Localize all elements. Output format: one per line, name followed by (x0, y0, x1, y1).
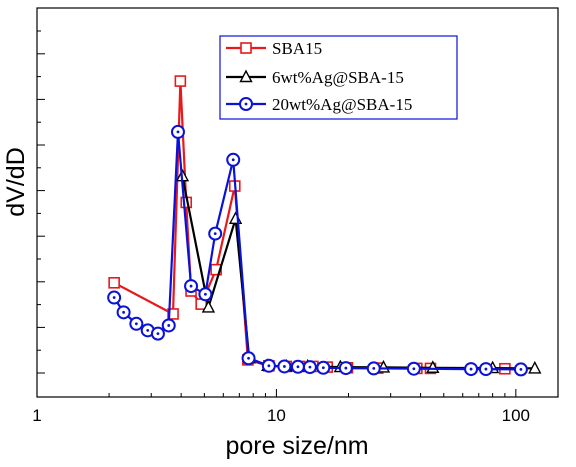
legend-marker-sba15 (240, 42, 252, 54)
y-ticks (37, 30, 45, 374)
legend: SBA15 6wt%Ag@SBA-15 20wt%Ag@SBA-15 (219, 35, 458, 120)
point-20wt-ag-sba15 (513, 362, 528, 377)
point-20wt-ag-sba15 (338, 361, 353, 376)
point-20wt-ag-sba15 (261, 358, 276, 373)
series-20wt-ag-sba15 (107, 124, 528, 377)
legend-label-sba15: SBA15 (272, 39, 322, 58)
y-axis-label: dV/dD (2, 147, 30, 216)
point-6wt-ag-sba15 (528, 360, 542, 374)
point-20wt-ag-sba15-dot (412, 367, 416, 371)
point-20wt-ag-sba15-dot (189, 284, 193, 288)
point-6wt-ag-sba15 (228, 211, 243, 225)
point-20wt-ag-sba15 (302, 360, 317, 375)
point-20wt-ag-sba15 (198, 287, 213, 302)
point-20wt-ag-sba15 (464, 362, 479, 377)
point-20wt-ag-sba15-dot (146, 328, 150, 332)
point-20wt-ag-sba15 (116, 305, 131, 320)
point-20wt-ag-sba15-dot (112, 296, 116, 299)
point-20wt-ag-sba15-dot (231, 158, 235, 162)
point-20wt-ag-sba15-dot (519, 367, 523, 371)
legend-items: SBA15 6wt%Ag@SBA-15 20wt%Ag@SBA-15 (226, 39, 412, 114)
point-20wt-ag-sba15 (478, 362, 493, 377)
point-20wt-ag-sba15-dot (308, 365, 312, 369)
point-20wt-ag-sba15 (316, 360, 331, 375)
point-20wt-ag-sba15-dot (321, 366, 325, 370)
point-20wt-ag-sba15 (150, 326, 165, 341)
point-20wt-ag-sba15 (161, 318, 176, 333)
x-axis-label: pore size/nm (225, 432, 368, 460)
x-tick-label: 10 (267, 406, 286, 425)
legend-label-6wt-ag-sba15: 6wt%Ag@SBA-15 (272, 68, 404, 87)
point-20wt-ag-sba15 (184, 279, 199, 294)
x-tick-label: 1 (32, 406, 41, 425)
x-tick-label: 100 (502, 406, 530, 425)
point-20wt-ag-sba15 (208, 226, 223, 241)
point-20wt-ag-sba15-dot (134, 322, 138, 326)
point-sba15 (174, 75, 187, 87)
series-layer (107, 75, 542, 377)
point-20wt-ag-sba15-dot (372, 367, 376, 370)
point-20wt-ag-sba15 (366, 361, 381, 376)
point-6wt-ag-sba15 (201, 299, 216, 313)
legend-label-20wt-ag-sba15: 20wt%Ag@SBA-15 (272, 95, 412, 114)
legend-marker-20wt-ag-sba15 (239, 97, 253, 111)
point-20wt-ag-sba15-dot (344, 366, 348, 370)
point-sba15 (167, 308, 179, 320)
point-20wt-ag-sba15-dot (469, 367, 473, 371)
point-sba15 (210, 263, 222, 276)
point-20wt-ag-sba15 (107, 290, 122, 305)
x-ticks: 1 10 100 (32, 389, 530, 425)
point-20wt-ag-sba15-dot (283, 365, 286, 368)
point-20wt-ag-sba15-dot (122, 310, 126, 314)
point-20wt-ag-sba15-dot (296, 365, 300, 369)
point-20wt-ag-sba15 (226, 152, 241, 167)
point-20wt-ag-sba15 (170, 124, 185, 139)
point-20wt-ag-sba15 (277, 359, 292, 374)
point-20wt-ag-sba15-dot (203, 292, 207, 296)
point-20wt-ag-sba15-dot (156, 332, 160, 336)
point-20wt-ag-sba15-dot (167, 324, 171, 327)
point-20wt-ag-sba15-dot (213, 232, 217, 236)
legend-marker-6wt-ag-sba15 (239, 69, 253, 83)
plot-frame (36, 7, 559, 398)
legend-marker-20wt-ag-sba15-dot (244, 102, 248, 106)
point-20wt-ag-sba15-dot (484, 367, 488, 371)
point-20wt-ag-sba15-dot (247, 356, 250, 360)
point-20wt-ag-sba15 (290, 359, 305, 374)
legend-box (219, 35, 458, 120)
point-20wt-ag-sba15-dot (267, 364, 271, 368)
point-20wt-ag-sba15 (129, 316, 144, 331)
point-20wt-ag-sba15 (241, 351, 256, 366)
point-20wt-ag-sba15-dot (176, 130, 180, 134)
point-20wt-ag-sba15 (406, 361, 421, 376)
point-sba15 (108, 276, 120, 289)
